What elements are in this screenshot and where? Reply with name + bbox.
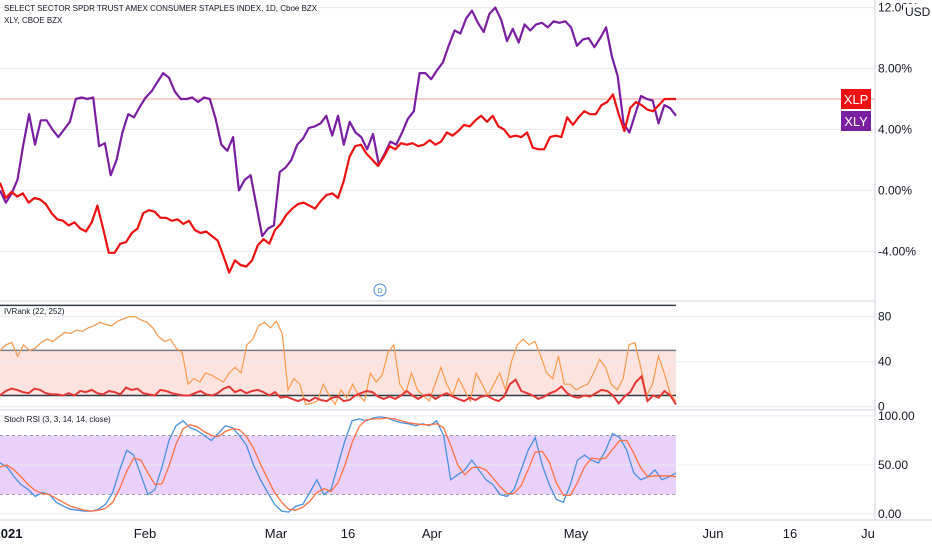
dividend-marker-letter: D [377, 288, 382, 295]
xlp-badge [841, 89, 871, 109]
ivrank-indicator-title: IVRank (22, 252) [4, 307, 65, 316]
stochrsi-k-line [0, 416, 677, 513]
xly-badge-label: XLY [844, 114, 868, 129]
xlp-series-line [0, 93, 676, 274]
stochrsi-pane: 0.00 50.00 100.00 [0, 409, 915, 521]
x-tick-label: Ju [861, 526, 875, 541]
series-badges: XLP XLY [841, 89, 871, 131]
dividend-marker-icon[interactable] [373, 283, 387, 297]
main-y-tick-label: 0.00% [878, 183, 912, 197]
ivrank-y-tick-label: 80 [878, 310, 892, 324]
stochrsi-d-line [0, 417, 677, 512]
stochrsi-y-tick-label: 100.00 [878, 409, 915, 423]
ivrank-pane: 0 40 80 [0, 304, 892, 414]
x-tick-label: Feb [134, 526, 156, 541]
xly-badge [841, 111, 871, 131]
ivrank-main-line [0, 374, 677, 406]
ivrank-y-axis-ticks: 0 40 80 [878, 310, 892, 414]
x-tick-label: 2021 [0, 526, 22, 541]
main-y-tick-label: 4.00% [878, 122, 912, 136]
ivrank-y-tick-label: 0 [878, 400, 885, 414]
x-tick-label: Apr [422, 526, 443, 541]
stochrsi-indicator-title: Stoch RSI (3, 3, 14, 14, close) [4, 415, 111, 424]
x-tick-label: May [564, 526, 589, 541]
x-tick-label: 16 [341, 526, 355, 541]
currency-label[interactable]: USD [903, 4, 932, 20]
x-tick-label: Jun [703, 526, 724, 541]
xly-series-line [0, 6, 677, 238]
main-y-tick-label: -4.00% [878, 244, 916, 258]
stochrsi-y-tick-label: 50.00 [878, 458, 908, 472]
main-y-tick-label: 8.00% [878, 62, 912, 76]
ivrank-gridlines [0, 316, 875, 408]
x-axis-ticks: 2021 Feb Mar 16 Apr May Jun 16 Ju [0, 526, 875, 541]
x-tick-label: 16 [783, 526, 797, 541]
stochrsi-y-tick-label: 0.00 [878, 507, 902, 521]
stochrsi-y-axis-ticks: 0.00 50.00 100.00 [878, 409, 915, 521]
main-gridlines [0, 7, 875, 252]
compare-symbol-label: XLY, CBOE BZX [4, 16, 63, 25]
stochrsi-gridlines [0, 415, 875, 515]
ivrank-y-tick-label: 40 [878, 355, 892, 369]
chart-title: SELECT SECTOR SPDR TRUST AMEX CONSUMER S… [4, 4, 318, 13]
main-y-axis-ticks: -4.00%0.00%4.00%8.00%12.00% [878, 1, 919, 259]
x-tick-label: Mar [265, 526, 288, 541]
xlp-badge-label: XLP [844, 92, 869, 107]
